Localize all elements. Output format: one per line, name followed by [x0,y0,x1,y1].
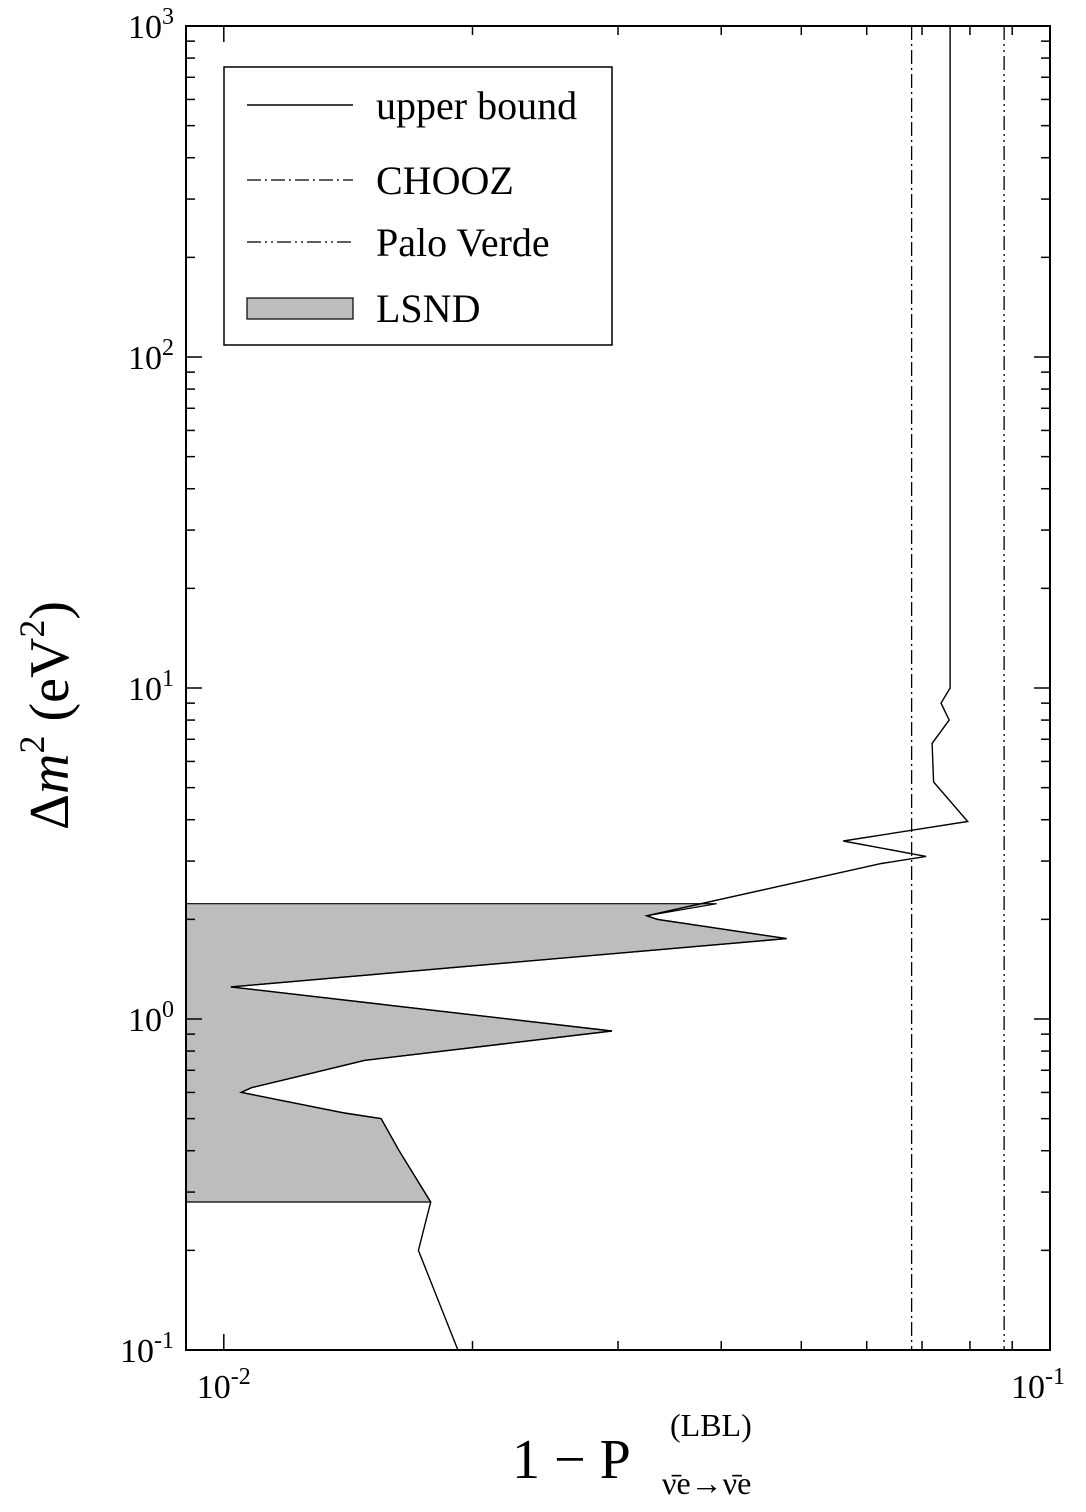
tick-label-exp: -1 [1045,1364,1065,1390]
tick-label-exp: 1 [162,666,174,692]
legend-entry: Palo Verde [247,220,550,265]
y-axis-title-m: m [19,754,81,794]
x-axis-title-subscript: ν̄e→ν̄e [662,1465,751,1501]
tick-label-base: 10 [128,9,162,46]
tick-label-base: 10 [120,1333,154,1370]
legend: upper bound CHOOZ Palo Verde LSND [223,66,613,346]
y-axis-title-unit-exp: 2 [12,620,52,638]
lsnd-region [185,903,787,1203]
y-axis-title-exp: 2 [12,736,52,754]
tick-label-exp: -2 [231,1364,251,1390]
y-tick-label: 103 [128,4,174,46]
y-axis-title-close: ) [19,601,81,620]
tick-label-exp: 2 [162,335,174,361]
tick-label-base: 10 [1011,1369,1045,1406]
tick-label-base: 10 [128,340,162,377]
tick-label-exp: 3 [162,4,174,30]
upper-bound-line [230,26,970,1351]
y-tick-label: 100 [128,997,174,1039]
y-tick-label: 102 [128,335,174,377]
tick-label-base: 10 [128,1002,162,1039]
plot-area [185,26,1005,1351]
legend-entry: LSND [246,286,480,331]
y-tick-label: 101 [128,666,174,708]
tick-label-exp: 0 [162,997,174,1023]
x-axis-title-superscript: (LBL) [670,1407,752,1443]
lsnd-legend-swatch [246,297,354,320]
y-axis-title: Δm2 (eV2) [12,601,81,830]
legend-entry: CHOOZ [247,158,514,203]
legend-label: Palo Verde [376,220,550,265]
tick-label-base: 10 [197,1369,231,1406]
y-axis-title-unit: (eV [19,638,81,736]
x-tick-label: 10-2 [197,1364,251,1406]
y-tick-label: 10-1 [120,1328,174,1370]
legend-label: upper bound [376,83,577,128]
tick-label-exp: -1 [154,1328,174,1354]
x-tick-label: 10-1 [1011,1364,1065,1406]
legend-label: CHOOZ [376,158,514,203]
tick-label-base: 10 [128,671,162,708]
legend-label: LSND [376,286,480,331]
legend-entry: upper bound [247,83,577,128]
x-axis-title: 1 − P (LBL) ν̄e→ν̄e [512,1407,752,1501]
y-axis-title-delta: Δ [19,794,81,830]
x-axis-title-main: 1 − P [512,1429,631,1491]
